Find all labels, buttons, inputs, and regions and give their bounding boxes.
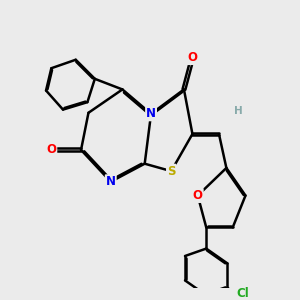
Text: O: O — [193, 189, 203, 202]
Text: N: N — [146, 107, 156, 120]
Text: H: H — [234, 106, 242, 116]
Text: O: O — [46, 143, 56, 156]
Text: Cl: Cl — [236, 286, 249, 300]
Text: N: N — [106, 175, 116, 188]
Text: O: O — [188, 51, 197, 64]
Text: S: S — [167, 165, 176, 178]
